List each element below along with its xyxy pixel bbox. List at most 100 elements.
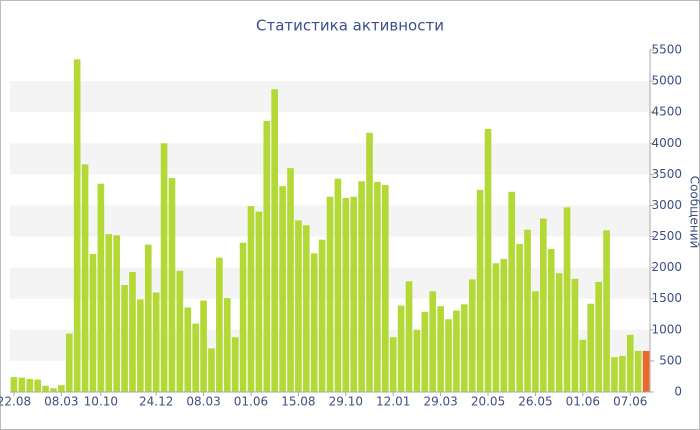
bar <box>350 196 358 392</box>
bar <box>642 350 650 392</box>
bar <box>168 178 176 392</box>
bar <box>540 218 547 392</box>
bar <box>579 339 587 392</box>
x-tick-label: 29.03 <box>423 395 457 409</box>
bar <box>421 311 429 392</box>
bar <box>105 234 113 392</box>
y-tick-label: 500 <box>659 353 682 367</box>
bar <box>50 388 57 392</box>
bar <box>176 270 184 392</box>
x-tick-label: 15.08 <box>281 395 315 409</box>
x-tick-label: 08.03 <box>186 395 220 409</box>
bar <box>453 310 460 392</box>
bar <box>231 337 239 392</box>
bar <box>461 304 468 392</box>
bar <box>634 350 642 392</box>
y-tick-label: 5000 <box>651 74 682 88</box>
y-axis-label: Сообщений <box>688 176 700 249</box>
y-tick-label: 4500 <box>651 105 682 119</box>
bar <box>81 164 89 392</box>
bar <box>97 183 105 392</box>
bar <box>192 323 199 392</box>
bar <box>555 273 563 392</box>
bar <box>358 181 365 392</box>
x-tick-label: 10.10 <box>84 395 118 409</box>
bar <box>413 329 421 392</box>
bar <box>563 207 571 392</box>
bar <box>271 89 279 392</box>
bar <box>26 378 34 392</box>
bar <box>334 178 342 392</box>
bar <box>34 379 41 392</box>
y-tick-label: 3500 <box>651 167 682 181</box>
bar <box>302 225 310 392</box>
bar <box>184 307 192 392</box>
bar <box>129 271 136 392</box>
bar <box>239 242 247 392</box>
bar <box>516 244 523 392</box>
bar <box>476 189 484 392</box>
bar <box>144 244 152 392</box>
y-tick-label: 2000 <box>651 260 682 274</box>
bar <box>374 181 381 392</box>
bar <box>160 143 168 392</box>
bar <box>468 279 476 392</box>
bar <box>445 319 452 392</box>
y-tick-label: 4000 <box>651 136 682 150</box>
bar <box>310 253 318 392</box>
bar <box>208 348 215 392</box>
bar <box>366 132 373 392</box>
x-tick-label: 01.06 <box>234 395 268 409</box>
bar <box>223 298 231 392</box>
bar <box>524 229 531 392</box>
bar <box>137 299 144 392</box>
bar <box>65 333 73 392</box>
x-tick-label: 08.03 <box>44 395 78 409</box>
bar <box>397 305 405 392</box>
x-tick-label: 24.12 <box>139 395 173 409</box>
bar <box>10 377 18 392</box>
y-tick-label: 3000 <box>651 198 682 212</box>
bar <box>492 263 500 392</box>
bar <box>547 248 555 392</box>
bar <box>247 206 255 392</box>
bar <box>500 258 508 392</box>
bar <box>113 235 120 392</box>
bar <box>603 230 610 392</box>
bar <box>200 300 207 392</box>
bar <box>89 253 97 392</box>
y-tick-label: 2500 <box>651 229 682 243</box>
x-tick-label: 12.01 <box>376 395 410 409</box>
bar <box>263 120 271 393</box>
y-tick-label: 5500 <box>651 43 682 57</box>
bar <box>73 59 81 393</box>
bar <box>626 334 634 392</box>
bar <box>342 197 350 392</box>
bar <box>437 306 444 392</box>
bar <box>595 281 602 392</box>
x-tick-label: 07.06 <box>613 395 647 409</box>
bar <box>381 184 389 392</box>
x-tick-label: 20.05 <box>471 395 505 409</box>
bar <box>611 357 618 392</box>
bar <box>287 168 294 392</box>
bar <box>121 285 128 392</box>
x-tick-label: 01.06 <box>566 395 600 409</box>
grid-band <box>10 81 650 113</box>
y-tick-label: 1500 <box>651 291 682 305</box>
grid-band <box>10 143 650 175</box>
x-tick-label: 29.10 <box>329 395 363 409</box>
x-tick-label: 26.05 <box>518 395 552 409</box>
bar <box>279 186 286 392</box>
chart-title: Статистика активности <box>256 17 444 35</box>
bar <box>58 385 65 392</box>
bar <box>389 337 397 392</box>
bar <box>295 220 302 392</box>
bar <box>405 281 413 392</box>
bar <box>484 128 492 393</box>
bar <box>508 191 516 392</box>
x-tick-label: 22.08 <box>0 395 31 409</box>
bar <box>18 377 26 392</box>
bar <box>216 257 223 392</box>
